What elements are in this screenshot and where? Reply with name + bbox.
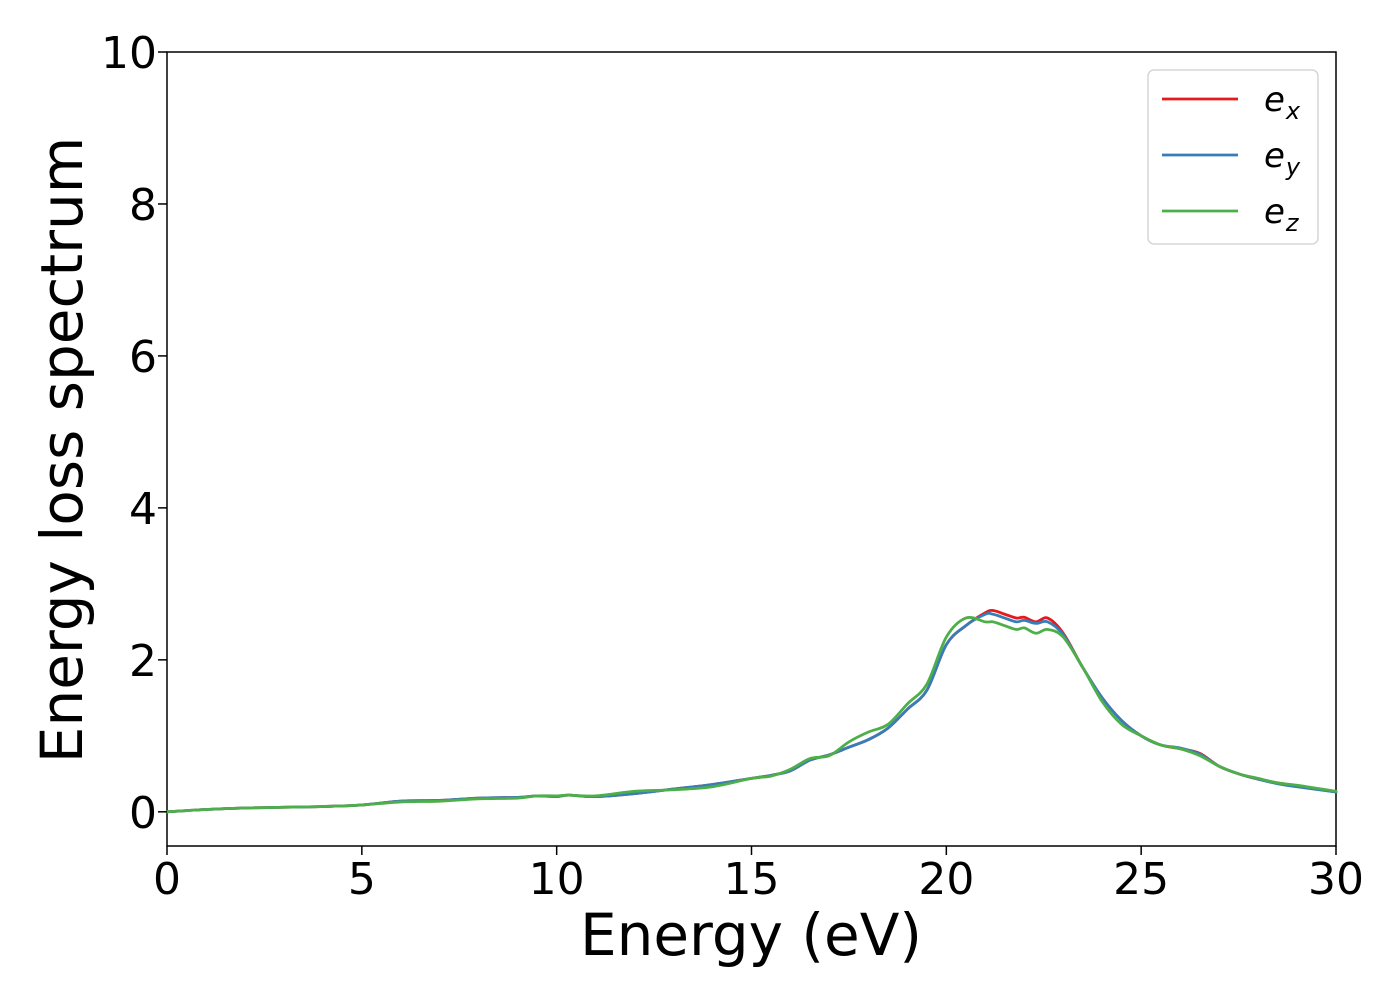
y-tick-label: 0 (129, 788, 157, 839)
y-tick-label: 8 (129, 180, 157, 231)
legend-label-subscript: z (1285, 209, 1300, 237)
legend-label-subscript: y (1285, 153, 1301, 181)
y-tick-label: 4 (129, 484, 157, 535)
legend-box (1147, 69, 1319, 245)
x-axis: 0 5 10 15 20 25 30 (153, 846, 1364, 905)
x-tick-label: 10 (529, 854, 585, 905)
legend-label-base: e (1264, 136, 1285, 176)
series-line-ez (165, 616, 1338, 814)
x-tick-label: 20 (918, 854, 974, 905)
series-layer (165, 608, 1338, 814)
legend-label-base: e (1264, 192, 1285, 232)
x-axis-title: Energy (eV) (580, 901, 922, 969)
legend-label-subscript: x (1285, 97, 1301, 125)
y-tick-label: 6 (129, 332, 157, 383)
x-tick-label: 0 (153, 854, 181, 905)
y-axis: 0 2 4 6 8 10 (101, 28, 167, 839)
x-tick-label: 15 (724, 854, 780, 905)
legend-label-ez: ez (1264, 192, 1300, 237)
legend-label-base: e (1264, 80, 1285, 120)
legend-label-ey: ey (1264, 136, 1301, 181)
x-tick-label: 25 (1113, 854, 1169, 905)
y-tick-label: 10 (101, 28, 157, 79)
x-tick-label: 30 (1308, 854, 1364, 905)
legend-label-ex: ex (1264, 80, 1301, 125)
y-axis-title: Energy loss spectrum (28, 137, 96, 763)
y-tick-label: 2 (129, 636, 157, 687)
x-tick-label: 5 (348, 854, 376, 905)
